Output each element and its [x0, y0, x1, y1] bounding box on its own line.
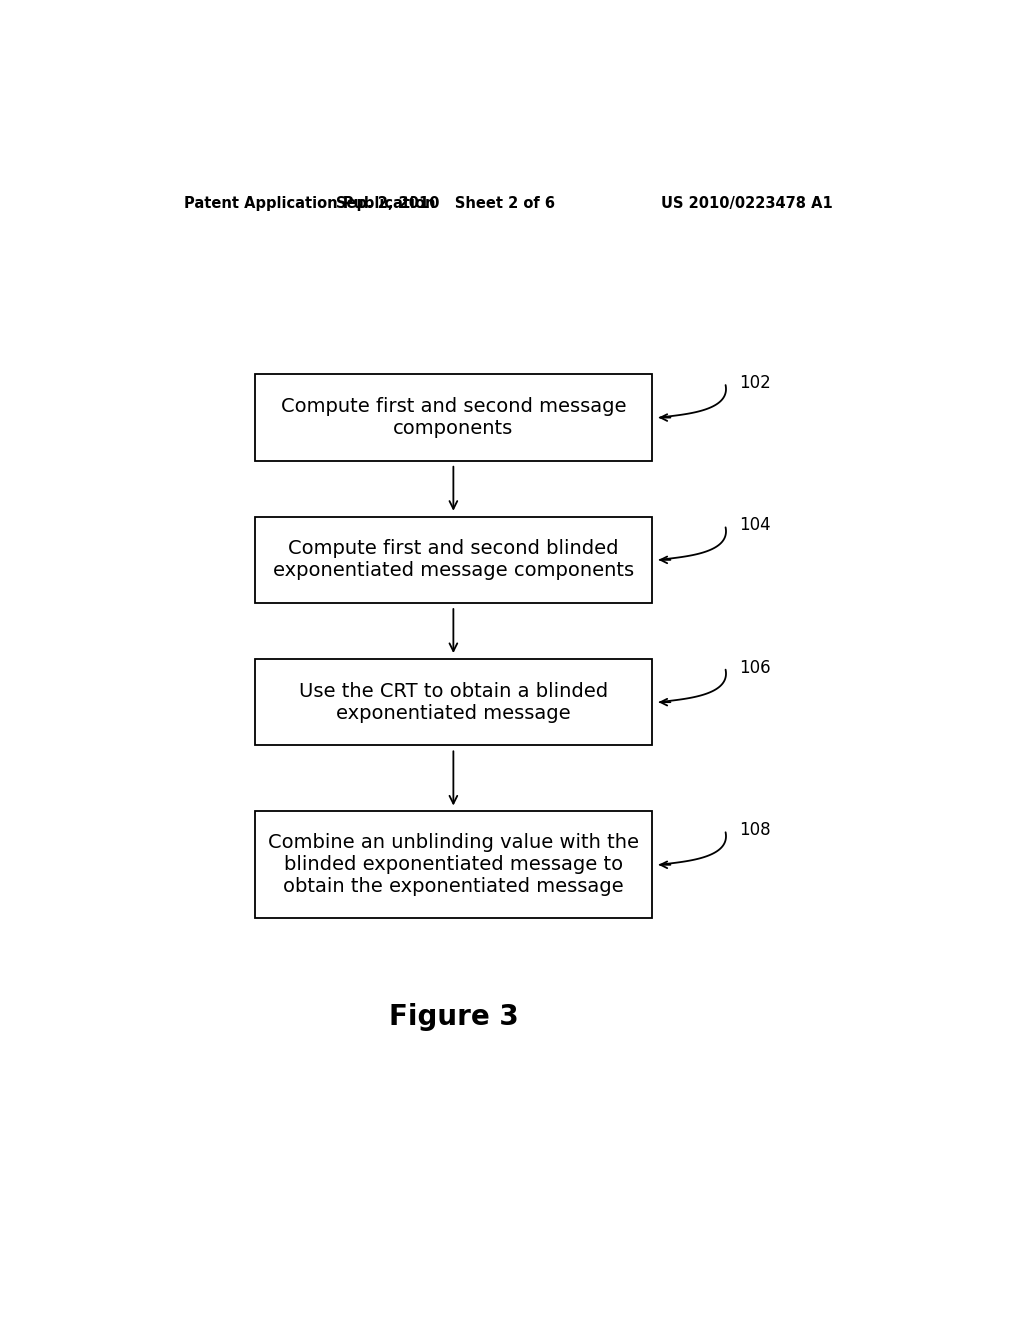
Text: Sep. 2, 2010   Sheet 2 of 6: Sep. 2, 2010 Sheet 2 of 6 [336, 195, 555, 211]
Text: Patent Application Publication: Patent Application Publication [183, 195, 435, 211]
Text: US 2010/0223478 A1: US 2010/0223478 A1 [662, 195, 833, 211]
Text: 104: 104 [739, 516, 771, 535]
FancyBboxPatch shape [255, 375, 651, 461]
FancyBboxPatch shape [255, 812, 651, 919]
Text: 102: 102 [739, 374, 771, 392]
Text: Compute first and second message
components: Compute first and second message compone… [281, 397, 626, 438]
Text: 106: 106 [739, 659, 771, 677]
FancyBboxPatch shape [255, 516, 651, 603]
FancyBboxPatch shape [255, 659, 651, 746]
Text: Figure 3: Figure 3 [388, 1003, 518, 1031]
Text: Compute first and second blinded
exponentiated message components: Compute first and second blinded exponen… [272, 540, 634, 581]
Text: 108: 108 [739, 821, 771, 840]
Text: Combine an unblinding value with the
blinded exponentiated message to
obtain the: Combine an unblinding value with the bli… [268, 833, 639, 896]
Text: Use the CRT to obtain a blinded
exponentiated message: Use the CRT to obtain a blinded exponent… [299, 681, 608, 722]
